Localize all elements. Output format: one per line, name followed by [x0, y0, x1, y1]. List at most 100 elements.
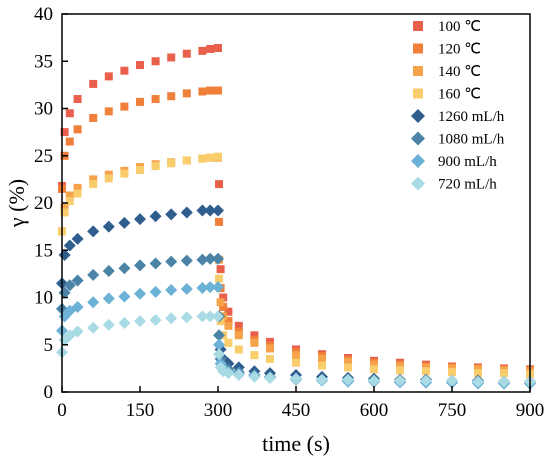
data-point [182, 156, 191, 165]
data-point [149, 285, 162, 298]
data-point [292, 358, 300, 367]
data-point [216, 265, 225, 274]
data-point [196, 310, 209, 323]
data-point [234, 321, 243, 330]
data-point [104, 174, 113, 183]
x-tick-label: 300 [204, 400, 233, 421]
data-point [206, 44, 215, 53]
y-axis-title: γ (%) [4, 179, 29, 228]
legend-item: 900 mL/h [411, 154, 497, 170]
data-point [87, 296, 100, 309]
data-point [215, 180, 224, 189]
data-point [102, 220, 115, 233]
axis-ticks: 0 150 300 450 600 750 900 0 5 10 15 20 25 30 35 40 [34, 4, 544, 421]
legend-marker [413, 43, 423, 54]
legend-item: 160 ℃ [413, 87, 481, 103]
legend: 100 ℃ 120 ℃ 140 ℃ 160 ℃ 1260 mL/h 1080 mL/h 90… [411, 19, 505, 193]
data-point [215, 274, 224, 283]
data-point [118, 317, 131, 330]
data-point [474, 369, 482, 378]
data-point [87, 225, 100, 238]
data-point [71, 300, 84, 313]
data-point [136, 165, 144, 174]
data-point [167, 159, 176, 168]
data-point [422, 367, 430, 376]
data-point [136, 61, 144, 70]
data-point [206, 86, 215, 95]
data-point [87, 321, 100, 334]
data-point [292, 351, 300, 360]
data-point [224, 338, 233, 347]
x-tick-label: 600 [360, 400, 389, 421]
y-tick-label: 5 [44, 335, 54, 356]
data-point [71, 232, 84, 245]
data-point [63, 279, 76, 292]
data-point [120, 102, 129, 111]
data-point [222, 367, 235, 380]
data-point [73, 95, 82, 104]
data-point [149, 210, 162, 223]
data-point [60, 128, 69, 137]
data-point [219, 302, 228, 311]
legend-label: 720 mL/h [438, 177, 497, 193]
data-point [214, 44, 222, 53]
data-point [180, 282, 193, 295]
data-point [370, 360, 378, 369]
data-point [212, 252, 224, 265]
data-point [213, 338, 226, 351]
data-point [180, 206, 193, 219]
y-tick-label: 10 [34, 288, 53, 309]
data-point [204, 252, 217, 265]
data-point [318, 354, 326, 363]
y-tick-label: 30 [34, 99, 53, 120]
series-1 [58, 86, 534, 375]
data-point [180, 311, 193, 324]
data-point [165, 283, 178, 296]
x-tick-label: 0 [57, 400, 67, 421]
data-point [73, 183, 82, 192]
data-point [167, 92, 176, 101]
data-point [248, 370, 261, 383]
data-point [151, 57, 160, 66]
data-point [396, 366, 404, 375]
legend-item: 1260 mL/h [411, 109, 505, 125]
y-tick-label: 20 [34, 193, 53, 214]
legend-item: 100 ℃ [413, 19, 481, 35]
data-point [87, 268, 100, 281]
data-point [344, 363, 352, 372]
legend-label: 120 ℃ [438, 42, 481, 58]
x-tick-label: 150 [126, 400, 155, 421]
data-point [89, 175, 98, 184]
legend-label: 1080 mL/h [438, 132, 505, 148]
data-point [134, 315, 146, 328]
data-point [224, 307, 233, 316]
data-point [214, 86, 222, 95]
data-point [89, 180, 98, 189]
legend-item: 120 ℃ [413, 42, 481, 58]
legend-marker [413, 21, 423, 31]
data-point [472, 375, 484, 388]
data-point [120, 66, 129, 75]
data-point [370, 365, 378, 374]
data-point [151, 95, 160, 104]
data-point [215, 217, 224, 226]
legend-item: 1080 mL/h [411, 131, 505, 148]
y-tick-label: 40 [34, 4, 53, 25]
data-point [198, 154, 207, 163]
data-point [65, 137, 74, 146]
data-point [204, 281, 217, 294]
legend-item: 140 ℃ [413, 64, 481, 80]
legend-marker [411, 176, 425, 191]
legend-marker [413, 66, 423, 76]
data-point [212, 281, 224, 294]
data-point [60, 208, 69, 217]
data-point [216, 317, 225, 326]
data-point [420, 374, 432, 387]
data-point [290, 372, 302, 385]
data-point [213, 329, 226, 342]
data-point [250, 331, 259, 340]
data-point [65, 191, 74, 200]
data-point [89, 79, 98, 88]
data-point [102, 292, 115, 305]
